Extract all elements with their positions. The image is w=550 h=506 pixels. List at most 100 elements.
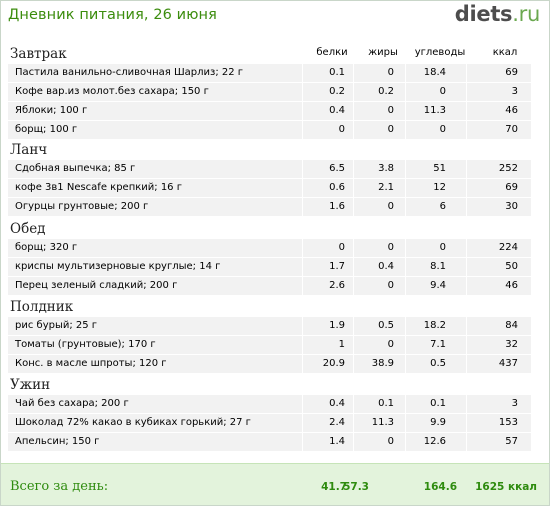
food-kcal-value: 57 — [505, 436, 518, 447]
food-protein-value: 0.4 — [329, 105, 345, 116]
column-divider — [302, 198, 303, 216]
column-divider — [302, 277, 303, 295]
food-row[interactable]: Перец зеленый сладкий; 200 г 2.6 0 9.4 46 — [8, 277, 531, 295]
food-name: Кофе вар.из молот.без сахара; 150 г — [15, 86, 209, 97]
column-divider — [353, 121, 354, 139]
food-fat-value: 0 — [387, 201, 394, 212]
food-kcal-value: 32 — [505, 339, 518, 350]
column-divider — [405, 258, 406, 276]
column-divider — [302, 433, 303, 451]
food-fat-value: 0 — [387, 124, 394, 135]
food-protein-value: 1.9 — [329, 320, 345, 331]
column-divider — [302, 336, 303, 354]
food-carbs-value: 0.1 — [430, 398, 446, 409]
food-protein-value: 1.7 — [329, 261, 345, 272]
food-row[interactable]: кофе 3в1 Nescafe крепкий; 16 г 0.6 2.1 12 69 — [8, 179, 531, 197]
food-fat-value: 0 — [387, 242, 394, 253]
food-carbs-value: 0 — [439, 86, 446, 97]
column-divider — [302, 179, 303, 197]
food-carbs-value: 6 — [439, 201, 446, 212]
food-row[interactable]: Огурцы грунтовые; 200 г 1.6 0 6 30 — [8, 198, 531, 216]
food-fat-value: 0.1 — [378, 398, 394, 409]
meal-section-title: Ланч — [10, 142, 48, 158]
column-divider — [466, 433, 467, 451]
food-row[interactable]: Кофе вар.из молот.без сахара; 150 г 0.2 0.… — [8, 83, 531, 101]
food-carbs-value: 9.4 — [430, 280, 446, 291]
column-divider — [302, 102, 303, 120]
column-divider — [466, 317, 467, 335]
column-divider — [405, 433, 406, 451]
food-row[interactable]: Конс. в масле шпроты; 120 г 20.9 38.9 0.5 43… — [8, 355, 531, 373]
column-divider — [466, 102, 467, 120]
food-fat-value: 11.3 — [371, 417, 394, 428]
food-fat-value: 0 — [387, 105, 394, 116]
food-carbs-value: 0 — [439, 242, 446, 253]
logo-dot: . — [512, 2, 519, 26]
column-divider — [302, 160, 303, 178]
food-row[interactable]: борщ; 100 г 0 0 0 70 — [8, 121, 531, 139]
food-kcal-value: 46 — [505, 105, 518, 116]
column-divider — [405, 102, 406, 120]
total-carbs: 164.6 — [423, 481, 457, 493]
food-row[interactable]: Томаты (грунтовые); 170 г 1 0 7.1 32 — [8, 336, 531, 354]
food-kcal-value: 224 — [498, 242, 518, 253]
food-name: Сдобная выпечка; 85 г — [15, 163, 136, 174]
food-kcal-value: 84 — [505, 320, 518, 331]
food-protein-value: 0 — [338, 124, 345, 135]
logo-main: diets — [454, 2, 513, 26]
food-carbs-value: 12 — [433, 182, 446, 193]
food-row[interactable]: Яблоки; 100 г 0.4 0 11.3 46 — [8, 102, 531, 120]
column-divider — [353, 258, 354, 276]
food-protein-value: 20.9 — [322, 358, 345, 369]
food-name: борщ; 320 г — [15, 242, 78, 253]
food-row[interactable]: криспы мультизерновые круглые; 14 г 1.7 0.… — [8, 258, 531, 276]
column-divider — [466, 277, 467, 295]
food-name: Томаты (грунтовые); 170 г — [15, 339, 156, 350]
column-divider — [353, 433, 354, 451]
food-fat-value: 2.1 — [378, 182, 394, 193]
food-kcal-value: 30 — [505, 201, 518, 212]
column-divider — [353, 160, 354, 178]
food-name: кофе 3в1 Nescafe крепкий; 16 г — [15, 182, 182, 193]
food-carbs-value: 51 — [433, 163, 446, 174]
food-fat-value: 3.8 — [378, 163, 394, 174]
food-kcal-value: 437 — [498, 358, 518, 369]
column-divider — [405, 414, 406, 432]
food-row[interactable]: рис бурый; 25 г 1.9 0.5 18.2 84 — [8, 317, 531, 335]
food-row[interactable]: Шоколад 72% какао в кубиках горький; 27 … — [8, 414, 531, 432]
food-protein-value: 0 — [338, 242, 345, 253]
site-logo[interactable]: diets.ru — [454, 2, 541, 26]
column-divider — [405, 336, 406, 354]
food-name: Яблоки; 100 г — [15, 105, 88, 116]
column-divider — [405, 64, 406, 82]
food-name: Конс. в масле шпроты; 120 г — [15, 358, 167, 369]
food-name: Огурцы грунтовые; 200 г — [15, 201, 149, 212]
food-row[interactable]: Апельсин; 150 г 1.4 0 12.6 57 — [8, 433, 531, 451]
food-name: рис бурый; 25 г — [15, 320, 98, 331]
column-header-fat: жиры — [368, 47, 398, 58]
food-kcal-value: 69 — [505, 67, 518, 78]
food-row[interactable]: борщ; 320 г 0 0 0 224 — [8, 239, 531, 257]
food-kcal-value: 3 — [511, 398, 518, 409]
column-divider — [405, 355, 406, 373]
logo-tld: ru — [518, 2, 541, 26]
column-divider — [302, 395, 303, 413]
meal-section-title: Завтрак — [10, 46, 67, 62]
food-name: Апельсин; 150 г — [15, 436, 100, 447]
food-row[interactable]: Чай без сахара; 200 г 0.4 0.1 0.1 3 — [8, 395, 531, 413]
food-row[interactable]: Сдобная выпечка; 85 г 6.5 3.8 51 252 — [8, 160, 531, 178]
food-carbs-value: 8.1 — [430, 261, 446, 272]
column-divider — [353, 355, 354, 373]
column-divider — [466, 83, 467, 101]
column-divider — [353, 239, 354, 257]
food-protein-value: 0.6 — [329, 182, 345, 193]
food-row[interactable]: Пастила ванильно-сливочная Шарлиз; 22 г 0… — [8, 64, 531, 82]
food-carbs-value: 11.3 — [423, 105, 446, 116]
column-header-kcal: ккал — [492, 47, 518, 58]
column-divider — [405, 198, 406, 216]
column-divider — [405, 239, 406, 257]
column-divider — [466, 198, 467, 216]
food-carbs-value: 0.5 — [430, 358, 446, 369]
food-fat-value: 0 — [387, 339, 394, 350]
column-divider — [405, 395, 406, 413]
